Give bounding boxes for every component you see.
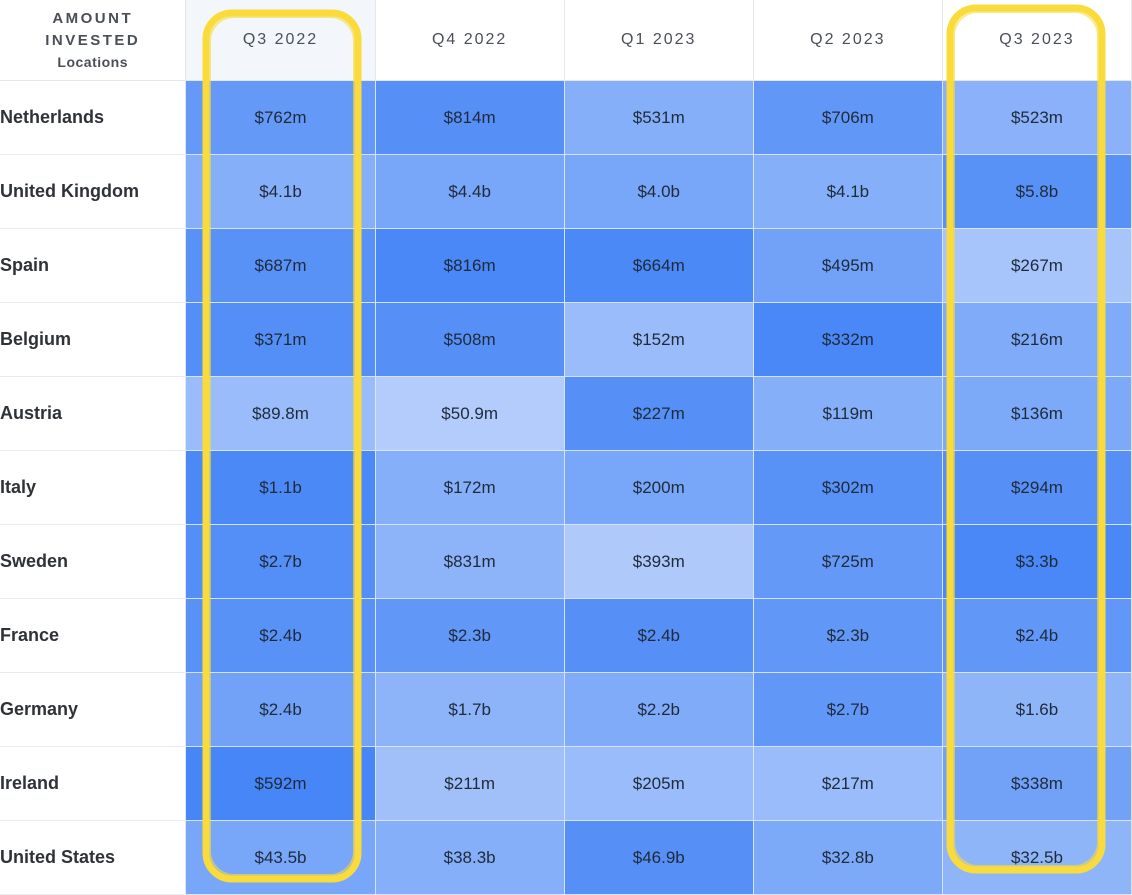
heatmap-cell-netherlands-q3-2023: $523m: [942, 80, 1132, 155]
heatmap-cell-united-kingdom-q1-2023: $4.0b: [564, 154, 754, 229]
heatmap-cell-united-states-q3-2023: $32.5b: [942, 820, 1132, 895]
heatmap-cell-united-states-q2-2023: $32.8b: [753, 820, 943, 895]
heatmap-cell-united-states-q4-2022: $38.3b: [375, 820, 565, 895]
row-label-germany: Germany: [0, 672, 187, 747]
table-row: Ireland $592m $211m $205m $217m $338m: [0, 746, 1132, 821]
column-header-q2-2023: Q2 2023: [753, 0, 943, 81]
row-label-ireland: Ireland: [0, 746, 187, 821]
heatmap-cell-spain-q3-2022: $687m: [185, 228, 376, 303]
row-label-sweden: Sweden: [0, 524, 187, 599]
heatmap-cell-spain-q1-2023: $664m: [564, 228, 754, 303]
heatmap-cell-ireland-q4-2022: $211m: [375, 746, 565, 821]
row-label-united-states: United States: [0, 820, 187, 895]
table-row: Germany $2.4b $1.7b $2.2b $2.7b $1.6b: [0, 672, 1132, 747]
column-header-q4-2022: Q4 2022: [375, 0, 565, 81]
corner-header: AMOUNT INVESTED Locations: [0, 0, 187, 81]
corner-label-invested: INVESTED: [45, 32, 141, 49]
heatmap-cell-france-q2-2023: $2.3b: [753, 598, 943, 673]
heatmap-cell-sweden-q4-2022: $831m: [375, 524, 565, 599]
heatmap-cell-france-q3-2023: $2.4b: [942, 598, 1132, 673]
heatmap-cell-france-q3-2022: $2.4b: [185, 598, 376, 673]
corner-label-amount: AMOUNT: [52, 10, 134, 27]
heatmap-cell-ireland-q2-2023: $217m: [753, 746, 943, 821]
heatmap-cell-germany-q3-2023: $1.6b: [942, 672, 1132, 747]
table-row: Sweden $2.7b $831m $393m $725m $3.3b: [0, 524, 1132, 599]
row-label-italy: Italy: [0, 450, 187, 525]
heatmap-cell-ireland-q1-2023: $205m: [564, 746, 754, 821]
heatmap-cell-netherlands-q3-2022: $762m: [185, 80, 376, 155]
heatmap-cell-netherlands-q2-2023: $706m: [753, 80, 943, 155]
heatmap-cell-austria-q1-2023: $227m: [564, 376, 754, 451]
column-header-q3-2022: Q3 2022: [185, 0, 376, 81]
heatmap-cell-germany-q4-2022: $1.7b: [375, 672, 565, 747]
heatmap-cell-germany-q1-2023: $2.2b: [564, 672, 754, 747]
table-row: Austria $89.8m $50.9m $227m $119m $136m: [0, 376, 1132, 451]
heatmap-cell-belgium-q3-2023: $216m: [942, 302, 1132, 377]
heatmap-body: Netherlands $762m $814m $531m $706m $523m Unit…: [0, 80, 1132, 895]
table-row: Netherlands $762m $814m $531m $706m $523m: [0, 80, 1132, 155]
table-row: Italy $1.1b $172m $200m $302m $294m: [0, 450, 1132, 525]
heatmap-cell-sweden-q1-2023: $393m: [564, 524, 754, 599]
column-header-q1-2023: Q1 2023: [564, 0, 754, 81]
heatmap-cell-belgium-q3-2022: $371m: [185, 302, 376, 377]
heatmap-cell-spain-q2-2023: $495m: [753, 228, 943, 303]
table-row: United Kingdom $4.1b $4.4b $4.0b $4.1b $5.8b: [0, 154, 1132, 229]
table-row: France $2.4b $2.3b $2.4b $2.3b $2.4b: [0, 598, 1132, 673]
header-row: AMOUNT INVESTED Locations Q3 2022 Q4 202…: [0, 0, 1132, 81]
heatmap-cell-france-q1-2023: $2.4b: [564, 598, 754, 673]
column-header-q3-2023: Q3 2023: [942, 0, 1132, 81]
heatmap-cell-austria-q2-2023: $119m: [753, 376, 943, 451]
heatmap-cell-austria-q3-2022: $89.8m: [185, 376, 376, 451]
heatmap-cell-sweden-q2-2023: $725m: [753, 524, 943, 599]
heatmap-cell-united-states-q1-2023: $46.9b: [564, 820, 754, 895]
heatmap-cell-netherlands-q4-2022: $814m: [375, 80, 565, 155]
row-label-netherlands: Netherlands: [0, 80, 187, 155]
heatmap-cell-belgium-q4-2022: $508m: [375, 302, 565, 377]
heatmap-cell-spain-q3-2023: $267m: [942, 228, 1132, 303]
row-label-united-kingdom: United Kingdom: [0, 154, 187, 229]
corner-label-locations: Locations: [57, 54, 129, 70]
heatmap-cell-austria-q3-2023: $136m: [942, 376, 1132, 451]
heatmap-cell-sweden-q3-2023: $3.3b: [942, 524, 1132, 599]
heatmap-cell-italy-q3-2022: $1.1b: [185, 450, 376, 525]
heatmap-cell-belgium-q1-2023: $152m: [564, 302, 754, 377]
heatmap-cell-ireland-q3-2022: $592m: [185, 746, 376, 821]
heatmap-cell-netherlands-q1-2023: $531m: [564, 80, 754, 155]
heatmap-cell-belgium-q2-2023: $332m: [753, 302, 943, 377]
heatmap-cell-italy-q4-2022: $172m: [375, 450, 565, 525]
heatmap-cell-italy-q2-2023: $302m: [753, 450, 943, 525]
heatmap-cell-germany-q2-2023: $2.7b: [753, 672, 943, 747]
heatmap-cell-france-q4-2022: $2.3b: [375, 598, 565, 673]
heatmap-cell-germany-q3-2022: $2.4b: [185, 672, 376, 747]
heatmap-cell-italy-q3-2023: $294m: [942, 450, 1132, 525]
heatmap-cell-united-kingdom-q3-2023: $5.8b: [942, 154, 1132, 229]
table-row: Spain $687m $816m $664m $495m $267m: [0, 228, 1132, 303]
table-row: Belgium $371m $508m $152m $332m $216m: [0, 302, 1132, 377]
heatmap-cell-spain-q4-2022: $816m: [375, 228, 565, 303]
heatmap-cell-ireland-q3-2023: $338m: [942, 746, 1132, 821]
heatmap-cell-sweden-q3-2022: $2.7b: [185, 524, 376, 599]
heatmap-cell-united-kingdom-q2-2023: $4.1b: [753, 154, 943, 229]
heatmap-cell-austria-q4-2022: $50.9m: [375, 376, 565, 451]
row-label-spain: Spain: [0, 228, 187, 303]
heatmap-cell-italy-q1-2023: $200m: [564, 450, 754, 525]
heatmap-cell-united-states-q3-2022: $43.5b: [185, 820, 376, 895]
heatmap-cell-united-kingdom-q3-2022: $4.1b: [185, 154, 376, 229]
table-row: United States $43.5b $38.3b $46.9b $32.8b $32…: [0, 820, 1132, 895]
row-label-france: France: [0, 598, 187, 673]
heatmap-cell-united-kingdom-q4-2022: $4.4b: [375, 154, 565, 229]
row-label-belgium: Belgium: [0, 302, 187, 377]
row-label-austria: Austria: [0, 376, 187, 451]
